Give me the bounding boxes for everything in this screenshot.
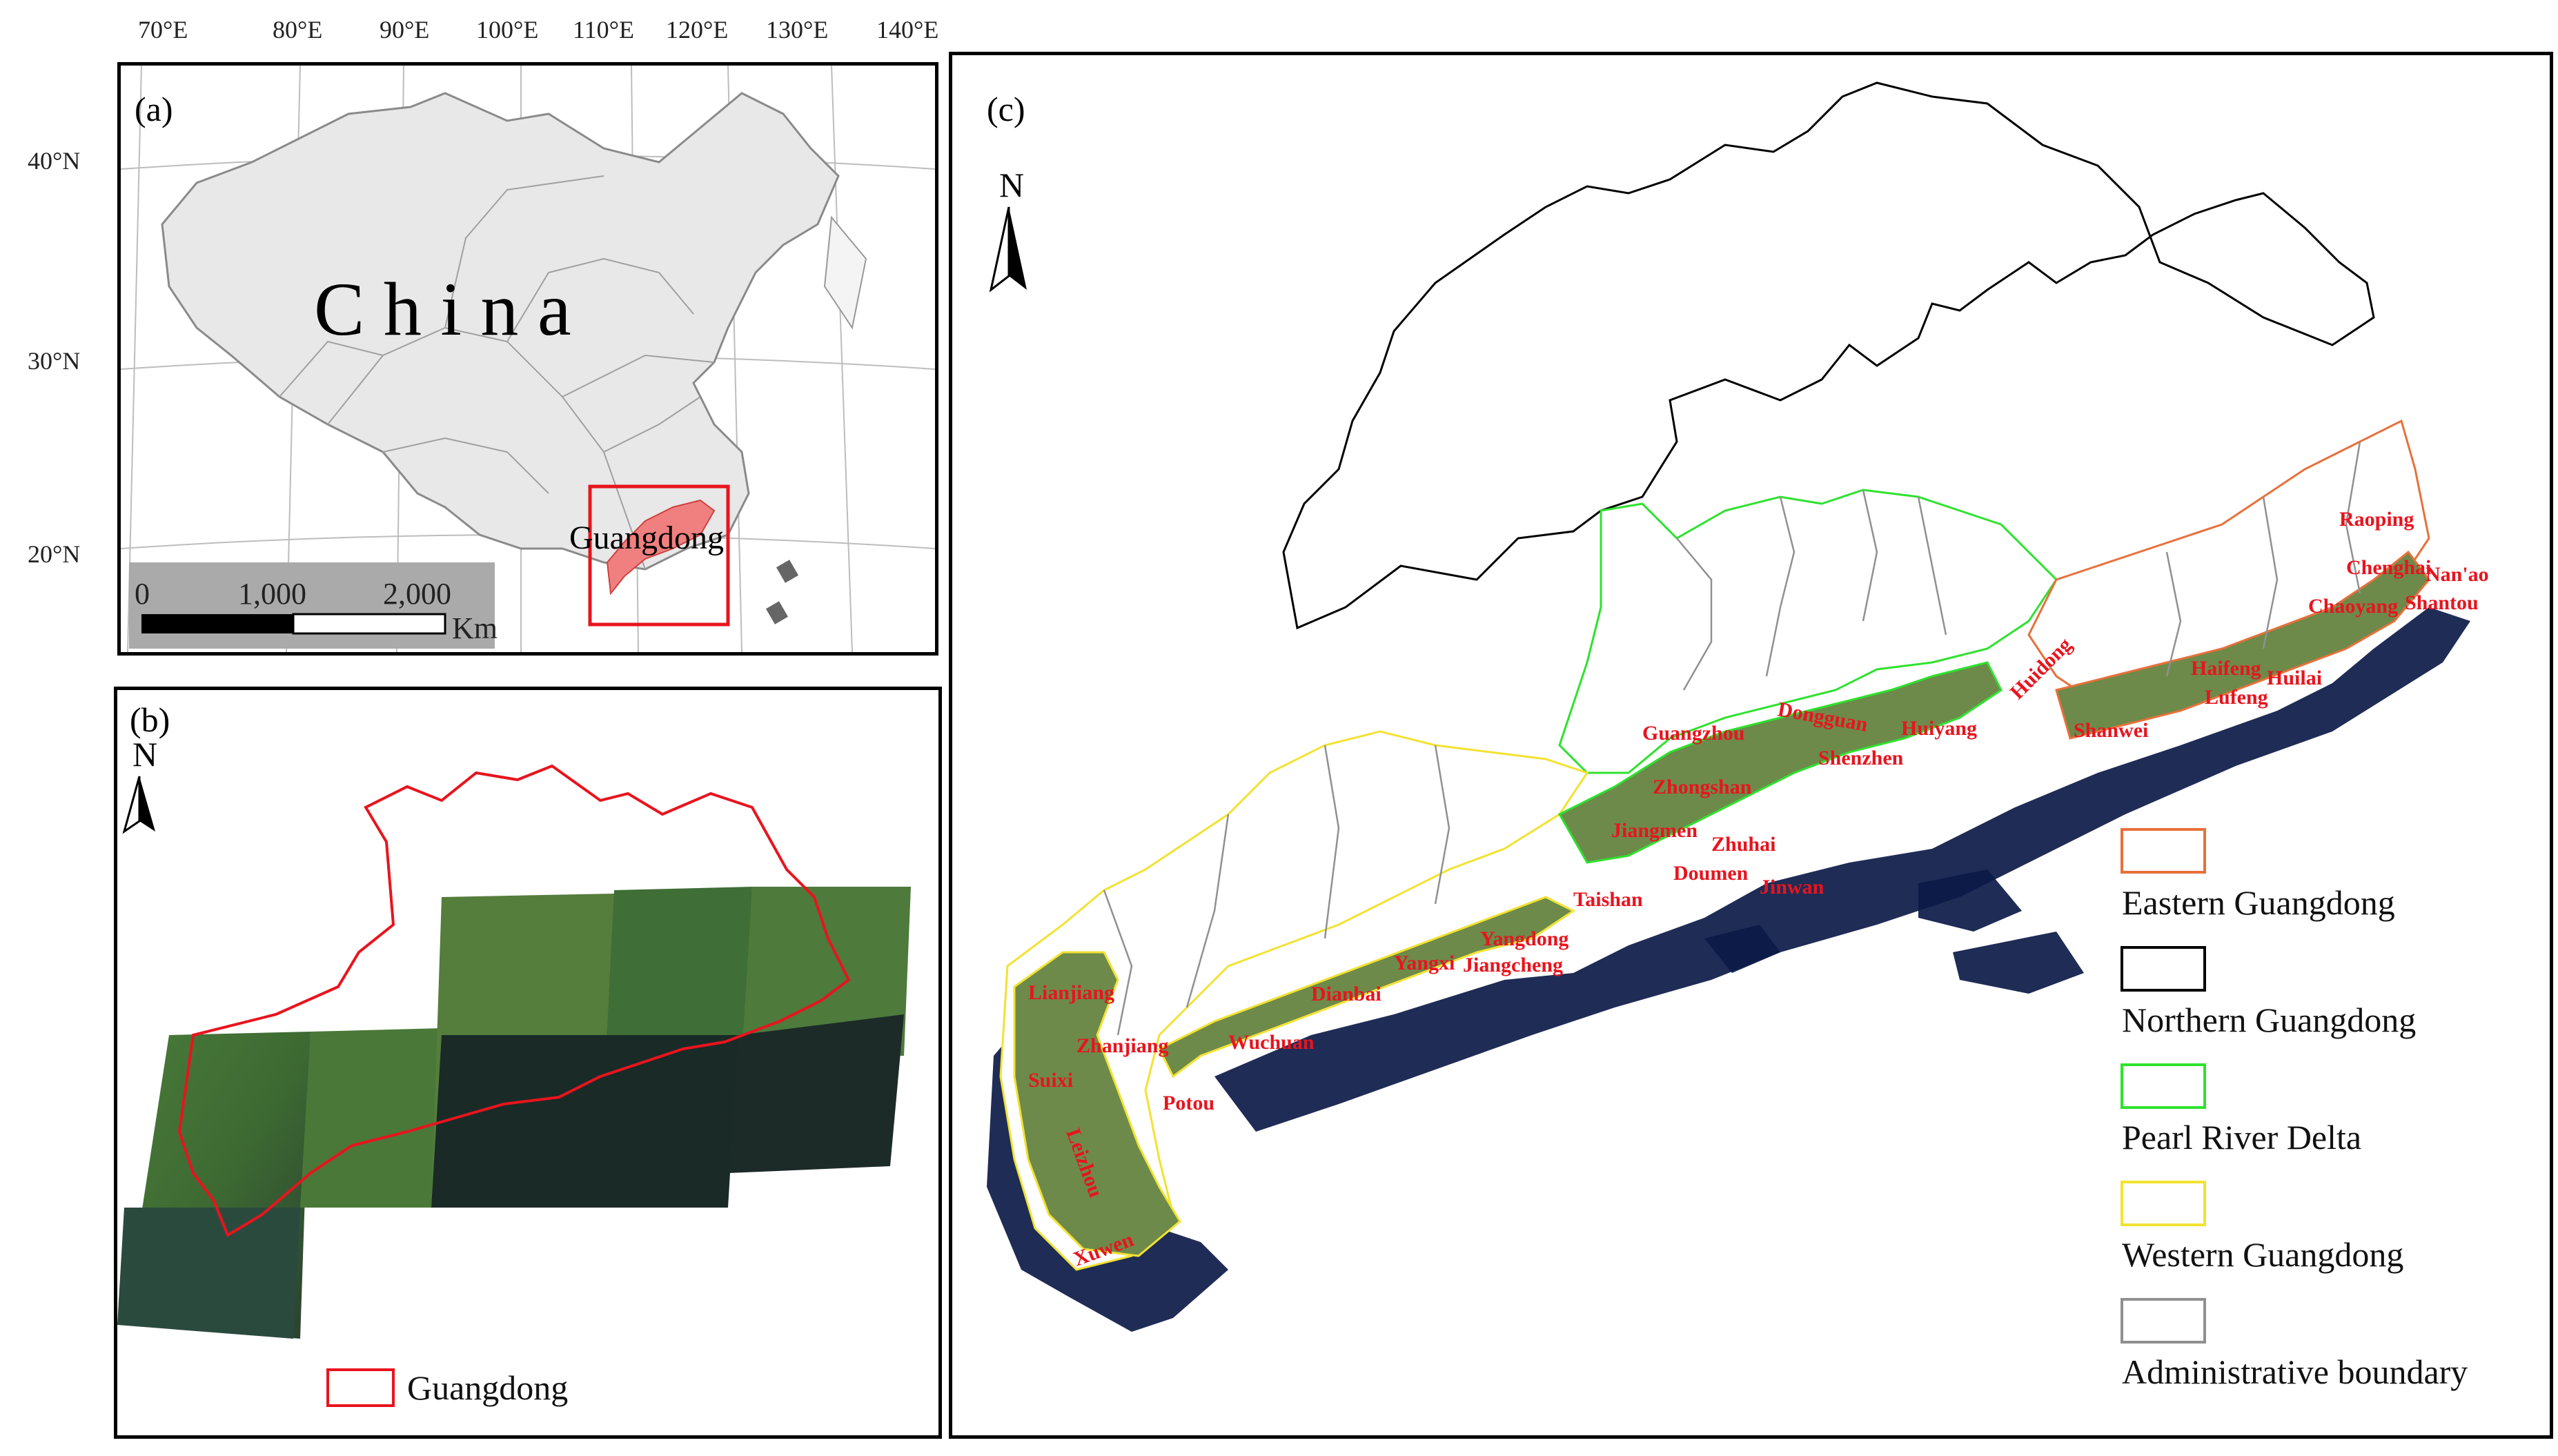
coastal-buffer-south (1214, 607, 2470, 1132)
legend-label-admin: Administrative boundary (2122, 1352, 2468, 1391)
panel-b-label: (b) (130, 700, 170, 739)
legend: Eastern Guangdong Northern Guangdong Pea… (2121, 828, 2468, 1391)
lon-tick: 100°E (476, 16, 538, 43)
lat-tick: 40°N (28, 147, 80, 175)
place-label: Huiyang (1901, 717, 1977, 740)
panel-c: (c) N (949, 52, 2553, 1439)
region-prd (1558, 489, 2058, 774)
legend-label-western: Western Guangdong (2122, 1235, 2403, 1274)
place-label: Raoping (2339, 508, 2414, 531)
legend-swatch-prd (2121, 1063, 2206, 1109)
lat-tick: 20°N (28, 540, 80, 568)
guangdong-locator-box (588, 484, 730, 627)
place-label: Shantou (2405, 591, 2479, 614)
lon-tick: 120°E (666, 16, 728, 43)
scalebar-2000: 2,000 (383, 577, 451, 611)
place-label: Shanwei (2074, 719, 2148, 742)
place-label: Suixi (1028, 1069, 1073, 1092)
legend-swatch-eastern (2121, 828, 2206, 874)
region-northern (1282, 81, 2375, 630)
place-label: Shenzhen (1818, 747, 1904, 769)
place-label: Yangxi (1394, 952, 1455, 974)
legend-label-prd: Pearl River Delta (2122, 1118, 2361, 1157)
country-label: C h i n a (314, 267, 571, 351)
legend-swatch-northern (2121, 946, 2206, 992)
panel-b: N (b) Guangdong (114, 687, 942, 1439)
place-label: Chenghai (2346, 556, 2431, 579)
coastal-strip-west (1157, 896, 1575, 1079)
place-label: Haifeng (2191, 657, 2261, 680)
province-lines (279, 175, 715, 570)
legend-swatch-guangdong (326, 1368, 395, 1407)
guangdong-highlight (606, 499, 716, 596)
place-label: Nan'ao (2426, 563, 2489, 586)
place-label: Zhuhai (1711, 833, 1775, 856)
place-label: Guangzhou (1642, 722, 1744, 745)
place-labels: Raoping Chenghai Nan'ao Shantou Chaoyang… (1028, 508, 2489, 1271)
scalebar: 0 1,000 2,000 Km (129, 562, 498, 649)
scalebar-1000: 1,000 (238, 577, 306, 611)
lat-tick: 30°N (28, 347, 80, 375)
lon-tick: 140°E (876, 16, 938, 43)
north-label-c: N (999, 166, 1024, 204)
panel-a-map: (a) C h i n a Guangdong 0 1,000 2,000 Km (121, 66, 935, 652)
lon-tick: 80°E (273, 16, 322, 43)
coastal-strip (1013, 951, 1181, 1257)
place-label: Potou (1163, 1092, 1214, 1114)
admin-boundaries (1103, 441, 2361, 1036)
place-label: Dianbai (1311, 983, 1381, 1005)
place-label: Doumen (1673, 862, 1749, 885)
lon-tick: 70°E (138, 16, 188, 43)
place-label: Lianjiang (1028, 981, 1114, 1004)
satellite-tiles (117, 887, 911, 1339)
coastal-strip-east (2055, 550, 2430, 740)
place-label: Jinwan (1760, 876, 1824, 898)
legend-label-guangdong: Guangdong (407, 1368, 568, 1407)
place-label: Chaoyang (2308, 595, 2398, 618)
scalebar-0: 0 (135, 577, 150, 611)
place-label: Lufeng (2205, 686, 2268, 709)
scalebar-unit: Km (452, 611, 498, 645)
place-label: Jiangmen (1611, 819, 1698, 842)
panel-b-map: N (b) Guangdong (117, 700, 911, 1407)
place-label: Jiangcheng (1463, 954, 1563, 976)
legend-swatch-admin (2121, 1298, 2206, 1344)
place-label: Zhanjiang (1076, 1034, 1168, 1057)
panel-a-label: (a) (135, 90, 173, 128)
province-label: Guangdong (569, 520, 724, 556)
panel-c-map: (c) N (987, 81, 2489, 1391)
panel-a: (a) C h i n a Guangdong 0 1,000 2,000 Km (117, 62, 938, 656)
legend-label-northern: Northern Guangdong (2122, 1001, 2416, 1039)
lon-tick: 90°E (380, 16, 429, 43)
legend-label-eastern: Eastern Guangdong (2122, 883, 2395, 922)
north-label: N (132, 735, 157, 774)
lon-tick: 110°E (573, 16, 634, 43)
place-label: Huilai (2267, 667, 2322, 689)
place-label: Zhongshan (1653, 776, 1752, 798)
guangdong-outline (177, 764, 851, 1237)
north-arrow: N (122, 735, 157, 834)
place-label: Wuchuan (1228, 1031, 1315, 1054)
place-label: Taishan (1573, 888, 1643, 911)
lon-tick: 130°E (766, 16, 828, 43)
coastal-strip-prd (1557, 661, 2003, 864)
panel-c-label: (c) (987, 90, 1025, 128)
legend-swatch-western (2121, 1181, 2206, 1226)
north-arrow: N (989, 166, 1027, 293)
place-label: Yangdong (1480, 927, 1568, 950)
